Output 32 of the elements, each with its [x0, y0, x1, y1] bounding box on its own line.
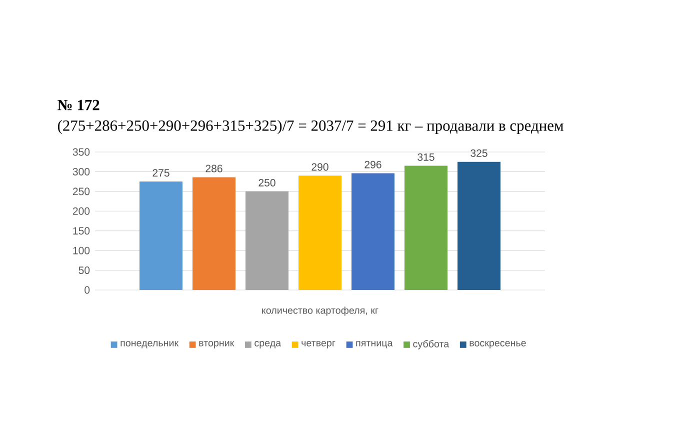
- data-label: 290: [312, 163, 328, 171]
- legend-label: суббота: [413, 340, 450, 350]
- y-tick-label: 350: [72, 148, 90, 156]
- text: № 172: [58, 100, 100, 110]
- y-tick-label: 0: [84, 286, 90, 294]
- y-tick-label: 50: [78, 266, 90, 274]
- legend-label: среда: [254, 341, 282, 348]
- text: (275+286+250+290+296+315+325)/7 = 2037/7 = 291 кг – продавали в среднем: [58, 120, 564, 134]
- bar: [457, 162, 500, 290]
- legend-label: понедельник: [120, 341, 179, 348]
- legend-label: четверг: [302, 341, 336, 348]
- legend-label: пятница: [356, 341, 393, 348]
- legend-label: вторник: [199, 341, 234, 348]
- bar: [246, 191, 288, 290]
- data-label: 325: [470, 149, 488, 157]
- y-tick-label: 100: [73, 246, 90, 254]
- y-tick-label: 200: [72, 207, 90, 215]
- bar: [404, 166, 448, 290]
- data-label: 315: [418, 153, 434, 161]
- data-label: 275: [152, 169, 170, 177]
- y-tick-label: 150: [73, 227, 90, 235]
- y-tick-label: 250: [72, 188, 90, 196]
- bar: [352, 173, 394, 290]
- data-label: 250: [258, 178, 276, 186]
- bar: [298, 176, 342, 290]
- data-label: 286: [206, 164, 222, 172]
- bar: [140, 182, 182, 290]
- x-axis-title: количество картофеля, кг: [262, 306, 378, 316]
- data-label: 296: [364, 160, 382, 168]
- legend-label: воскресенье: [470, 341, 526, 348]
- y-tick-label: 300: [72, 168, 90, 176]
- bar: [192, 177, 236, 290]
